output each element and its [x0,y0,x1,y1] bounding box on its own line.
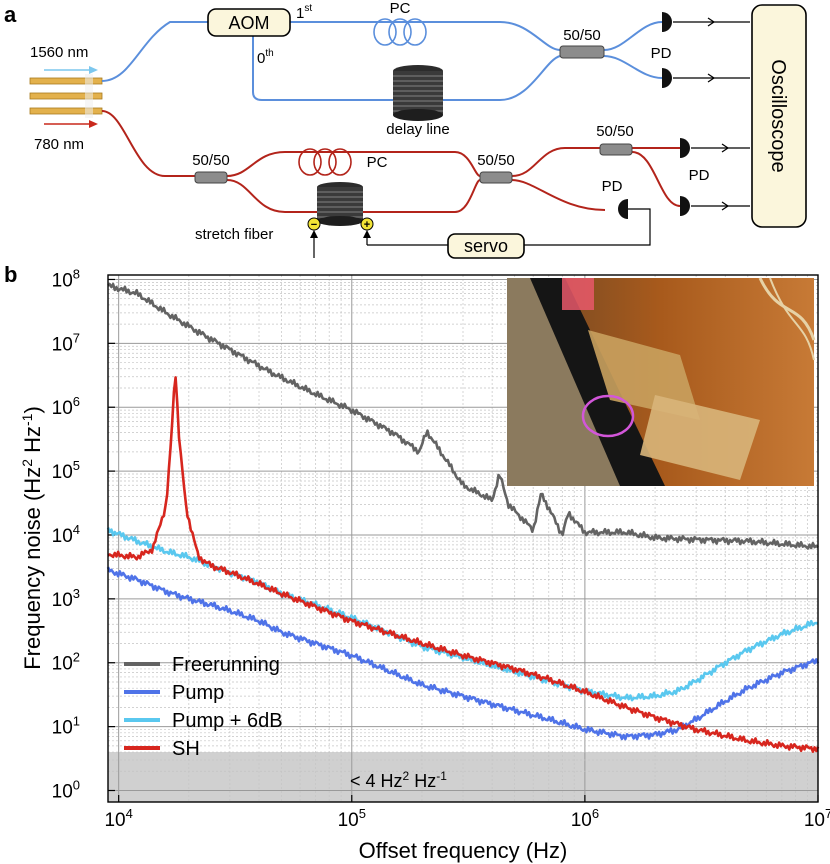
coupler-left-icon [194,171,228,184]
svg-text:−: − [311,219,317,231]
minus-terminal-icon: − [307,217,321,231]
x-tick-label: 106 [571,806,599,831]
legend-label: Pump + 6dB [172,710,283,732]
plus-terminal-icon: + [360,217,374,231]
inset-photo [507,277,816,486]
stretch-fiber-label: stretch fiber [195,226,273,243]
plot-frame [107,274,819,803]
photodiode-right-1-icon [680,138,690,158]
aom-zeroth-order-label: 0th [257,48,274,67]
y-tick-label: 101 [52,714,80,739]
y-axis-title: Frequency noise (Hz2 Hz-1) [19,406,45,670]
aom-label: AOM [228,13,269,33]
coupler-left-label: 50/50 [192,152,230,169]
scope-signal-arrows [673,17,750,211]
input-arrow-780-icon [44,120,98,128]
panel-a-label: a [4,2,17,27]
y-tick-label: 108 [52,266,80,291]
pc-top-label: PC [390,0,411,17]
polarization-controller-bottom-icon [298,148,352,176]
y-tick-label: 100 [52,778,80,803]
aom-first-order-label: 1st [296,3,312,22]
y-tick-label: 107 [52,330,80,355]
frequency-noise-chart: 104 105 106 107 100 101 102 103 104 105 106 107 108 [19,266,830,863]
pc-bottom-label: PC [367,154,388,171]
series-lines [106,282,820,753]
delay-line-label: delay line [386,121,449,138]
y-tick-label: 104 [52,522,80,547]
legend: Freerunning Pump Pump + 6dB SH [124,654,283,760]
oscilloscope-label: Oscilloscope [767,59,789,172]
coupler-top-icon [559,45,605,59]
polarization-controller-top-icon [373,18,427,46]
series-line-freerunning [107,282,819,550]
x-tick-label: 104 [104,806,132,831]
panel-a-schematic: a 1560 nm 780 nm [4,0,807,259]
y-tick-label: 102 [52,650,80,675]
fiber-bundle-icon [29,74,103,118]
input-arrow-1560-icon [44,66,98,74]
coupler-right-icon [599,143,633,156]
input-label-1560: 1560 nm [30,44,88,61]
coupler-right-label: 50/50 [596,123,634,140]
x-tick-label: 107 [804,806,830,831]
pump-fiber-paths [101,21,663,101]
photodiode-top-2-icon [662,68,672,88]
x-axis-title: Offset frequency (Hz) [359,838,568,863]
delay-line-spool-icon [393,65,443,121]
y-tick-label: 106 [52,394,80,419]
y-tick-label: 105 [52,458,80,483]
pd-right-label: PD [689,167,710,184]
servo-wiring [313,208,651,258]
pd-top-label: PD [651,45,672,62]
coupler-top-label: 50/50 [563,27,601,44]
servo-label: servo [464,236,508,256]
photodiode-right-2-icon [680,196,690,216]
servo-arrow-plus-icon [363,230,371,238]
photodiode-top-1-icon [662,12,672,32]
legend-label: Pump [172,682,224,704]
x-axis-ticks: 104 105 106 107 [104,795,830,831]
servo-box: servo [447,233,525,259]
stretch-fiber-spool-icon [317,182,363,226]
panel-b-label: b [4,262,17,287]
legend-label: Freerunning [172,654,280,676]
y-axis-ticks: 100 101 102 103 104 105 106 107 108 [52,266,115,803]
aom-box: AOM [207,8,291,37]
photodiode-servo-icon [618,199,628,219]
svg-text:+: + [364,219,370,231]
x-tick-label: 105 [338,806,366,831]
legend-label: SH [172,738,200,760]
series-line-pump [106,566,820,741]
series-line-sh [107,376,820,753]
floor-annotation: < 4 Hz2 Hz-1 [350,769,447,791]
coupler-mid-icon [479,171,513,184]
coupler-mid-label: 50/50 [477,152,515,169]
servo-arrow-minus-icon [310,230,318,238]
y-tick-label: 103 [52,586,80,611]
input-label-780: 780 nm [34,136,84,153]
sh-fiber-paths [101,110,681,213]
oscilloscope-box: Oscilloscope [751,4,807,228]
pd-servo-label: PD [602,178,623,195]
